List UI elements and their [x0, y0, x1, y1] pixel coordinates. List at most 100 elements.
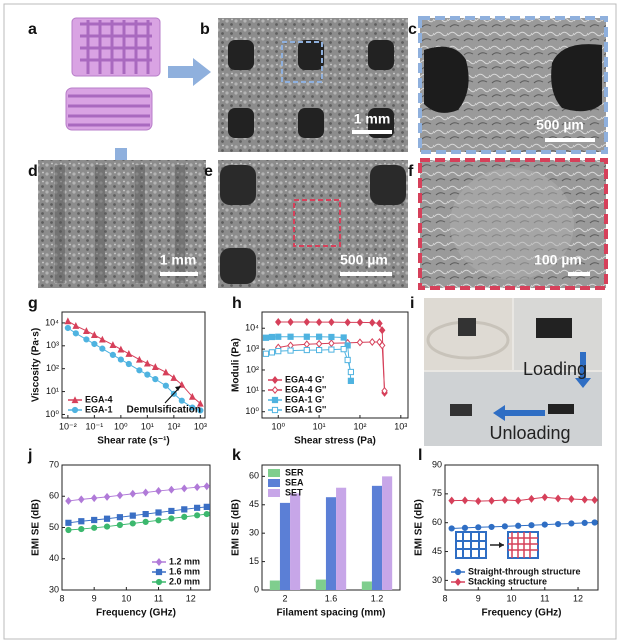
y-tick-label: 30 [249, 528, 259, 538]
data-point [541, 493, 549, 502]
data-point [541, 521, 548, 528]
plot-frame [444, 464, 599, 591]
data-point [155, 486, 162, 495]
photo-label: Unloading [489, 423, 570, 443]
data-point [155, 509, 162, 516]
legend-marker [155, 568, 163, 576]
x-tick-label: 11 [154, 593, 163, 603]
x-tick-label: 10⁻¹ [85, 421, 103, 431]
data-point [268, 349, 276, 356]
data-point [340, 346, 347, 353]
x-tick-label: 10³ [194, 421, 207, 431]
legend-marker [454, 568, 462, 576]
data-point [194, 512, 201, 519]
data-point [316, 333, 323, 340]
data-point [189, 404, 196, 411]
data-point [203, 503, 210, 510]
data-point [116, 491, 124, 500]
legend-label: SEA [285, 477, 304, 487]
data-point [151, 363, 159, 370]
data-point [461, 524, 469, 531]
data-point [90, 494, 98, 503]
y-tick-label: 10⁰ [245, 406, 259, 416]
panel-label: k [232, 447, 241, 464]
data-point [344, 356, 351, 364]
annotation-arrow [164, 387, 180, 404]
data-point [287, 333, 294, 340]
legend-label: EGA-1 G'' [285, 404, 326, 414]
data-point [65, 519, 72, 526]
scale-label: 100 µm [534, 252, 582, 268]
bar [382, 476, 393, 590]
legend-label: Straight-through structure [468, 566, 581, 576]
data-point [488, 496, 495, 505]
x-tick-label: 11 [540, 593, 549, 603]
legend-label: EGA-1 [85, 404, 113, 414]
y-tick-label: 40 [49, 553, 59, 563]
data-point [194, 504, 201, 511]
legend-marker [271, 376, 279, 384]
data-point [103, 515, 111, 522]
y-tick-label: 10³ [246, 343, 259, 353]
legend-swatch [268, 479, 280, 487]
legend-marker [71, 406, 79, 414]
x-tick-label: 10¹ [313, 421, 326, 431]
legend-swatch [268, 469, 280, 477]
x-tick-label: 10² [353, 421, 366, 431]
panel-label: h [232, 295, 242, 312]
y-axis-label: EMI SE (dB) [31, 499, 42, 556]
data-point [488, 523, 495, 531]
data-point [461, 496, 469, 505]
data-point [116, 514, 124, 521]
series-line [67, 320, 201, 404]
data-point [303, 333, 310, 340]
data-point [344, 318, 351, 327]
sem-image [418, 158, 608, 290]
x-tick-label: 10¹ [141, 421, 154, 431]
y-tick-label: 30 [49, 584, 59, 594]
legend-marker [271, 386, 279, 394]
x-tick-label: 10⁰ [114, 421, 128, 431]
bar [361, 581, 372, 590]
bar [325, 497, 337, 590]
data-point [125, 350, 133, 357]
data-point [91, 516, 98, 524]
panel-label: c [408, 21, 417, 38]
data-point [129, 520, 136, 527]
y-axis-label: Viscosity (Pa·s) [31, 328, 42, 402]
data-point [501, 523, 508, 530]
data-point [287, 317, 294, 326]
legend-label: EGA-1 G' [285, 394, 324, 404]
data-point [568, 520, 575, 527]
x-tick-label: 9 [476, 593, 481, 603]
y-tick-label: 90 [432, 459, 442, 469]
data-point [129, 512, 136, 519]
y-tick-label: 10² [46, 363, 59, 373]
data-point [103, 523, 111, 530]
data-point [528, 494, 535, 503]
data-point [591, 519, 598, 526]
data-point [591, 496, 598, 504]
x-tick-label: 10⁻² [59, 421, 77, 431]
data-point [554, 494, 562, 503]
data-point [528, 522, 535, 529]
data-point [117, 345, 125, 353]
data-point [275, 317, 282, 326]
legend-label: 1.6 mm [169, 566, 200, 576]
data-point [315, 318, 323, 327]
data-point [568, 495, 575, 504]
data-point [448, 496, 455, 505]
x-tick-label: 10 [507, 593, 517, 603]
legend-label: EGA-4 G' [285, 374, 324, 384]
data-point [197, 407, 204, 414]
data-point [303, 346, 310, 354]
plot-frame [261, 311, 409, 419]
legend-marker [271, 406, 279, 414]
panel-label: g [28, 295, 38, 312]
y-axis-label: EMI SE (dB) [414, 499, 425, 556]
data-point [91, 340, 98, 348]
data-point [581, 519, 588, 526]
y-tick-label: 10¹ [246, 385, 259, 395]
x-axis-label: Filament spacing (mm) [277, 608, 386, 619]
